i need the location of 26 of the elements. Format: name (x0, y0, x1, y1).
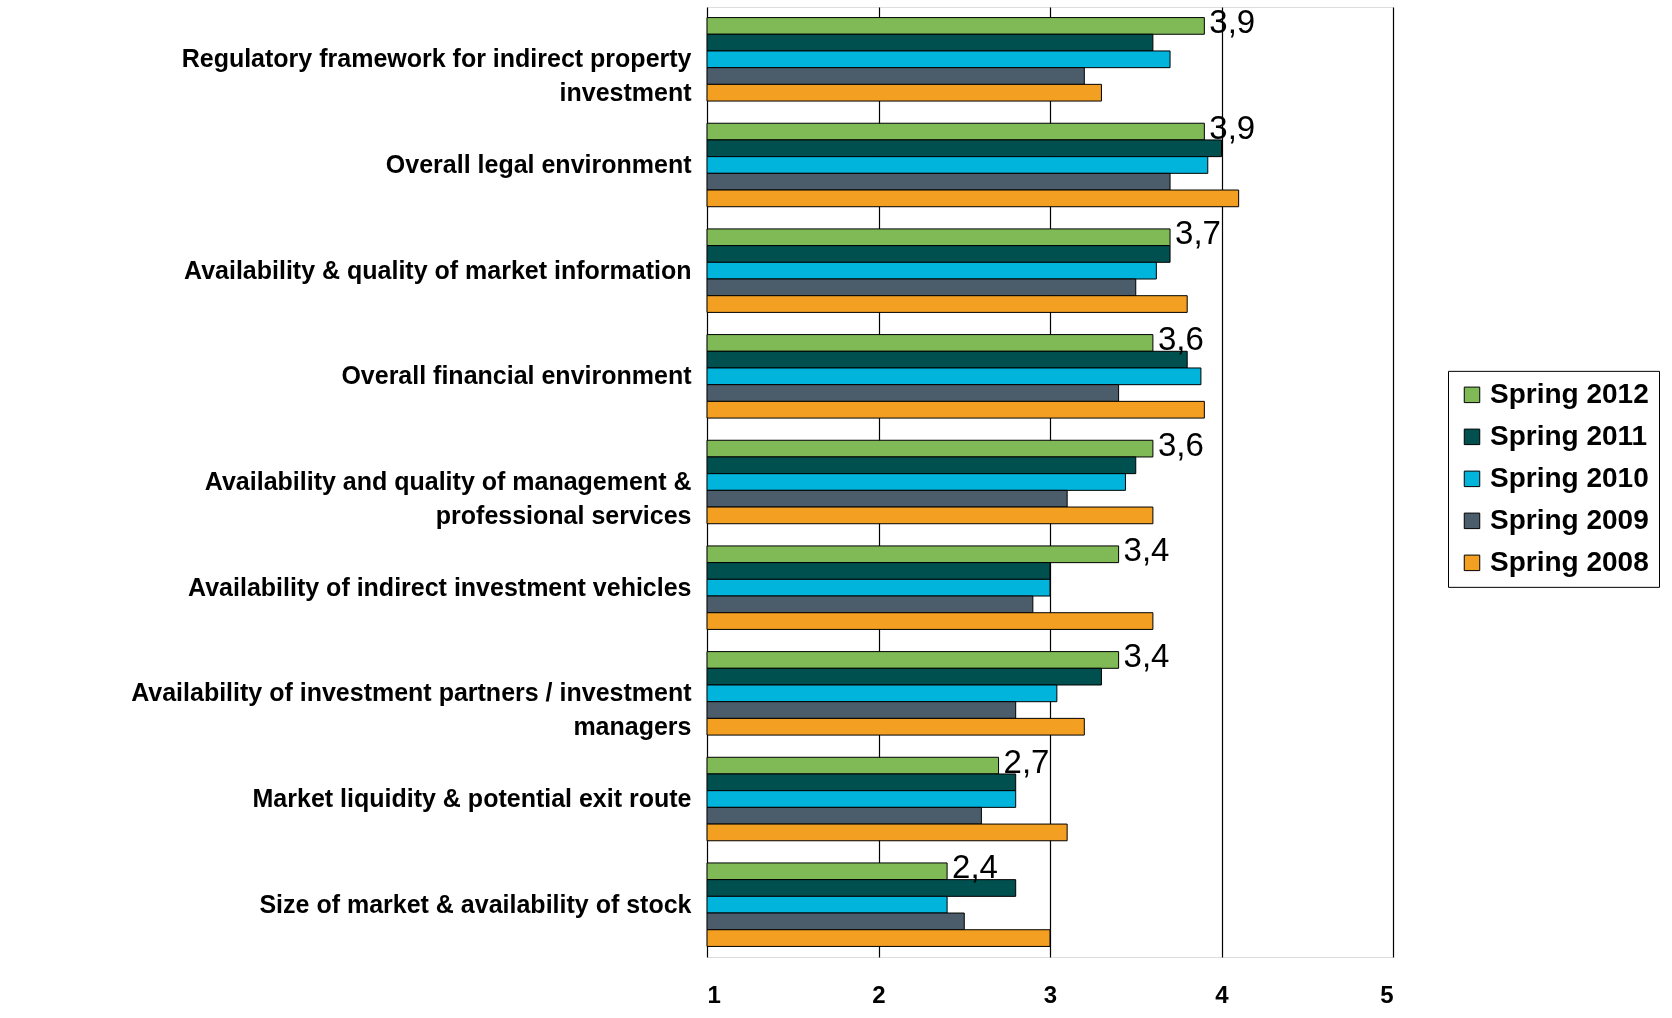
x-tick-label: 5 (1380, 980, 1394, 1008)
y-tick-label: Overall legal environment (385, 149, 693, 178)
data-label: 2,4 (952, 848, 998, 886)
data-label: 2,7 (1003, 742, 1050, 780)
data-label: 3,4 (1123, 636, 1170, 674)
data-label: 3,6 (1157, 425, 1204, 463)
legend-label: Spring 2008 (1490, 545, 1649, 577)
legend-label: Spring 2009 (1490, 503, 1649, 535)
x-tick-label: 4 (1215, 980, 1230, 1008)
y-tick-label: Overall financial environment (341, 361, 693, 390)
x-tick-label: 3 (1043, 980, 1058, 1008)
y-tick-label: Availability & quality of market information (184, 255, 692, 284)
y-tick-label: Market liquidity & potential exit route (252, 784, 692, 813)
data-label: 3,7 (1175, 214, 1221, 252)
y-tick-label: Regulatory framework for indirect property investment (181, 44, 693, 107)
y-tick-label: Availability of indirect investment vehicles (188, 572, 692, 601)
y-tick-label: Size of market & availability of stock (259, 889, 692, 918)
legend-label: Spring 2010 (1490, 461, 1649, 493)
legend-label: Spring 2011 (1490, 419, 1648, 451)
legend-label: Spring 2012 (1490, 377, 1649, 409)
data-label: 3,4 (1123, 531, 1170, 569)
y-tick-label: Availability of investment partners / investment managers (131, 678, 693, 741)
y-tick-label: Availability and quality of management & professional services (204, 467, 692, 529)
data-label: 3,6 (1157, 319, 1204, 357)
x-tick-label: 1 (707, 980, 721, 1008)
x-tick-label: 2 (872, 980, 886, 1008)
